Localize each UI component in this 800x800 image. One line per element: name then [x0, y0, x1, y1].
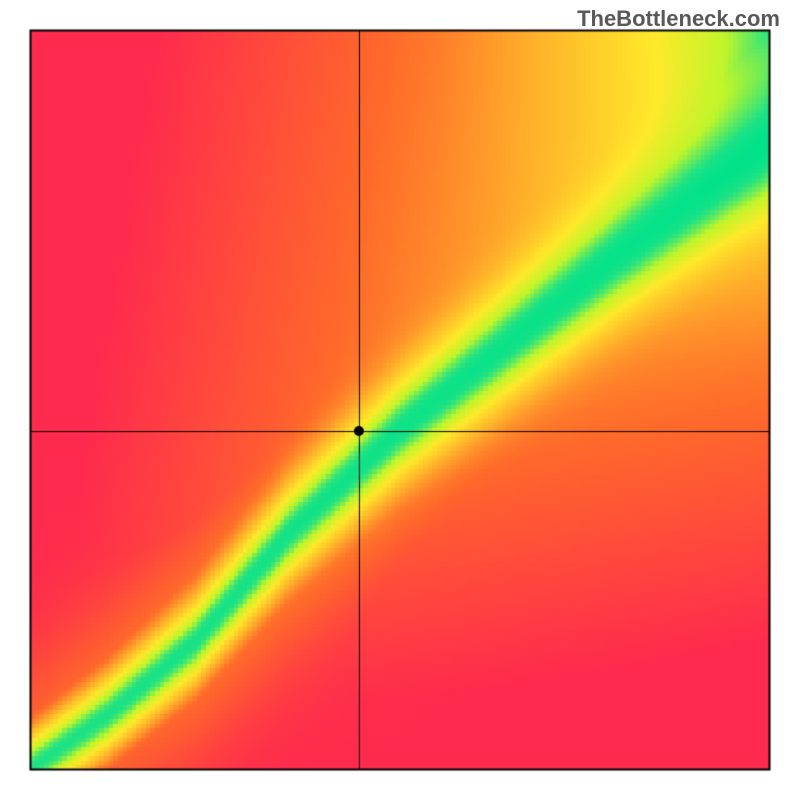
bottleneck-heatmap: [0, 0, 800, 800]
chart-container: TheBottleneck.com: [0, 0, 800, 800]
